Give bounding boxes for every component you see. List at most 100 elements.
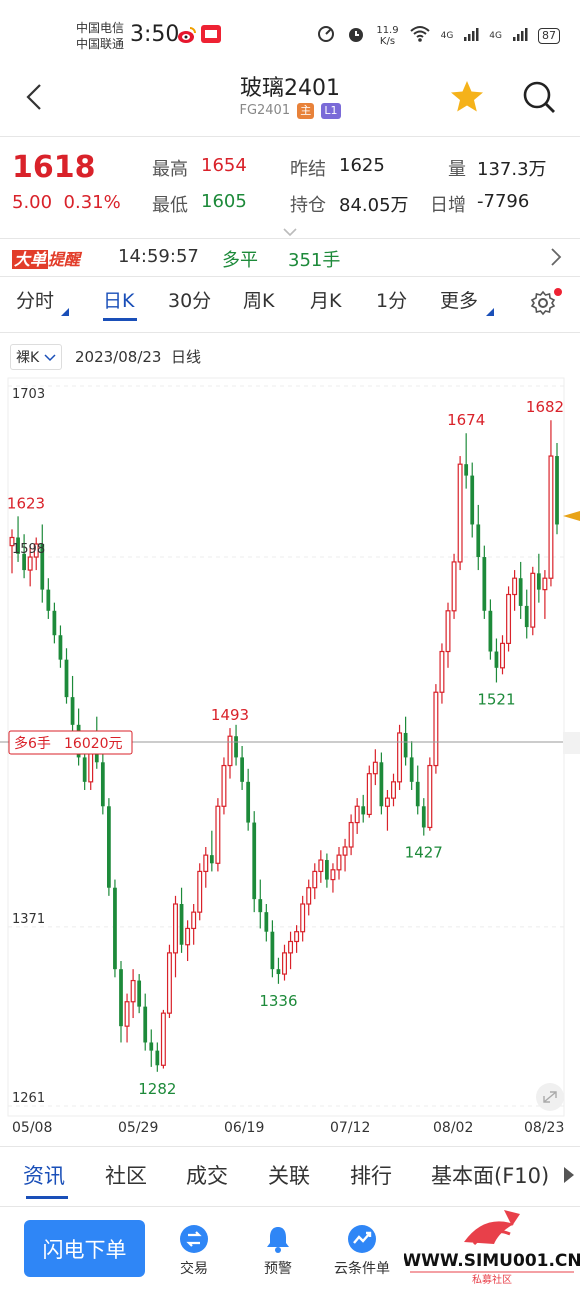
candle [52, 602, 57, 644]
candle-body [336, 854, 342, 871]
candle-body [282, 952, 287, 975]
x-tick-label: 05/29 [118, 1120, 158, 1136]
trade-button[interactable]: 交易 [159, 1224, 229, 1278]
status-icons: 11.9 K/s 4G 4G 87 [316, 24, 560, 48]
chart-mode-select[interactable]: 裸K [10, 344, 62, 370]
cloud-order-button[interactable]: 云条件单 [327, 1224, 397, 1278]
candle-body [82, 757, 87, 782]
back-button[interactable] [20, 80, 50, 114]
kline-chart[interactable]: 1703 1598 1371 1261 05/08 05/29 06/19 07/12 08/… [0, 372, 580, 1147]
last-price: 1618 [12, 150, 96, 185]
candle-body [124, 1001, 130, 1027]
candle-body [149, 1042, 154, 1051]
tab-ranking[interactable]: 排行 [350, 1164, 392, 1188]
tab-30min[interactable]: 30分 [168, 290, 212, 312]
chevron-right-icon [551, 248, 562, 266]
candle-body [294, 931, 300, 943]
search-button[interactable] [520, 78, 558, 116]
expand-quote-button[interactable] [282, 222, 298, 241]
contract-code-row: FG2401 主 L1 [0, 103, 580, 119]
candle-body [427, 764, 433, 829]
fullscreen-button[interactable] [536, 1083, 564, 1111]
candle-body [22, 553, 26, 571]
price-line-handle[interactable] [563, 732, 580, 754]
candle [137, 974, 142, 1014]
tab-monthly-k[interactable]: 月K [310, 290, 342, 312]
tab-1min[interactable]: 1分 [376, 290, 408, 312]
y-tick-label: 1261 [12, 1091, 45, 1106]
battery-indicator: 87 [538, 28, 560, 44]
flash-order-button[interactable]: 闪电下单 [24, 1220, 145, 1277]
carrier-info: 中国电信 中国联通 [76, 20, 124, 52]
candle-body [137, 980, 142, 1007]
candle [191, 904, 197, 945]
candle [354, 798, 360, 834]
candle [409, 741, 414, 790]
favorite-button[interactable] [448, 78, 486, 116]
open-interest-label: 持仓 [290, 195, 326, 216]
candle-body [439, 650, 445, 693]
alert-more-button[interactable] [548, 246, 564, 272]
tabs-scroll-right[interactable] [563, 1166, 575, 1188]
signal-2-label: 4G [489, 31, 502, 41]
tab-fundamentals[interactable]: 基本面(F10) [431, 1164, 550, 1188]
volume-value: 137.3万 [477, 159, 547, 180]
active-tab-indicator [103, 318, 137, 321]
candle-body [518, 578, 523, 606]
open-interest-value: 84.05万 [339, 195, 409, 216]
candle [542, 570, 548, 619]
tab-news[interactable]: 资讯 [23, 1164, 65, 1188]
candle [252, 811, 257, 913]
candle-body [494, 651, 499, 668]
candle [512, 570, 518, 611]
tab-daily-k[interactable]: 日K [103, 290, 135, 312]
watermark-sub: 私募社区 [472, 1273, 512, 1286]
candle [348, 814, 354, 856]
candle-body [506, 593, 512, 644]
candle [536, 553, 541, 603]
candle [403, 716, 408, 766]
candle-body [246, 781, 251, 823]
tab-related[interactable]: 关联 [268, 1164, 310, 1188]
candle [555, 443, 559, 535]
position-label[interactable]: 多6手 16020元 [8, 730, 133, 755]
alert-label: 预警 [264, 1261, 292, 1277]
alarm-icon [346, 24, 366, 48]
candle [366, 765, 372, 818]
watermark-logo: WWW.SIMU001.CN 私募社区 [402, 1210, 580, 1286]
gear-icon [530, 290, 556, 316]
tab-trades[interactable]: 成交 [186, 1164, 228, 1188]
divider [0, 332, 580, 333]
candle-body [306, 887, 312, 905]
candle-body [403, 732, 408, 758]
candle-body [421, 806, 426, 828]
position-label-amount: 16020元 [64, 736, 123, 752]
candle [506, 586, 512, 652]
candle-body [179, 904, 184, 945]
tab-community[interactable]: 社区 [105, 1164, 147, 1188]
candle [46, 578, 51, 619]
candle [119, 961, 123, 1043]
divider [0, 1146, 580, 1147]
candle-body [482, 557, 487, 611]
y-tick-label: 1598 [12, 542, 45, 557]
candle [27, 545, 33, 587]
tab-more[interactable]: 更多 [440, 290, 479, 312]
alert-button[interactable]: 预警 [243, 1224, 313, 1278]
chart-settings-button[interactable] [530, 288, 562, 320]
candle [113, 879, 117, 978]
candle [155, 1042, 160, 1072]
candle [160, 1009, 166, 1069]
candle [143, 993, 148, 1051]
tab-intraday[interactable]: 分时 [16, 290, 55, 312]
change-percent: 0.31% [63, 192, 121, 213]
chart-period: 日线 [171, 348, 202, 366]
candle [64, 648, 69, 704]
candle [318, 850, 324, 883]
candle-body [166, 952, 172, 1014]
candle [312, 863, 318, 900]
tab-weekly-k[interactable]: 周K [243, 290, 275, 312]
candle [58, 625, 63, 668]
candle-body [58, 635, 63, 660]
candle [336, 846, 342, 880]
